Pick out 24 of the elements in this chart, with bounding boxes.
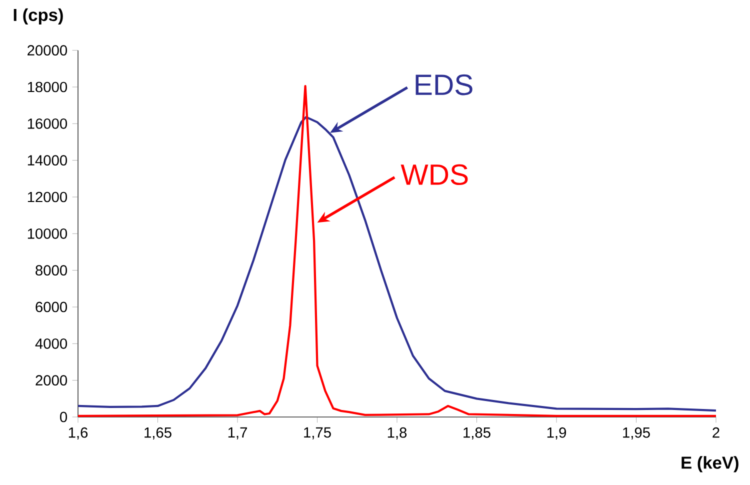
y-tick-label: 20000 bbox=[28, 45, 68, 56]
annotation: WDS bbox=[400, 164, 468, 186]
y-tick-label: 6000 bbox=[36, 302, 68, 312]
y-tick-label: 0 bbox=[60, 412, 68, 422]
annotation: EDS bbox=[416, 74, 472, 96]
y-tick-label: 10000 bbox=[28, 228, 68, 239]
x-tick-label: 1,65 bbox=[144, 427, 172, 440]
y-tick-label: 12000 bbox=[28, 192, 68, 202]
x-tick-label: 2 bbox=[712, 427, 720, 438]
x-tick-label: 1,85 bbox=[464, 427, 490, 440]
y-tick-label: 4000 bbox=[35, 338, 68, 349]
x-tick-label: 1,75 bbox=[304, 427, 331, 440]
x-tick-label: 1,6 bbox=[68, 427, 88, 440]
x-tick-label: 1,9 bbox=[547, 427, 566, 440]
x-tick-label: 1,95 bbox=[623, 427, 650, 440]
y-tick-label: 14000 bbox=[28, 155, 68, 166]
y-axis-title: I (cps) bbox=[14, 8, 63, 25]
x-tick-label: 1,8 bbox=[388, 427, 407, 440]
y-tick-label: 16000 bbox=[28, 118, 68, 129]
y-tick-label: 8000 bbox=[36, 265, 68, 276]
y-tick-label: 18000 bbox=[28, 82, 68, 92]
x-tick-label: 1,7 bbox=[228, 427, 247, 440]
y-tick-label: 2000 bbox=[36, 375, 68, 386]
x-axis-title: E (keV) bbox=[682, 456, 738, 472]
